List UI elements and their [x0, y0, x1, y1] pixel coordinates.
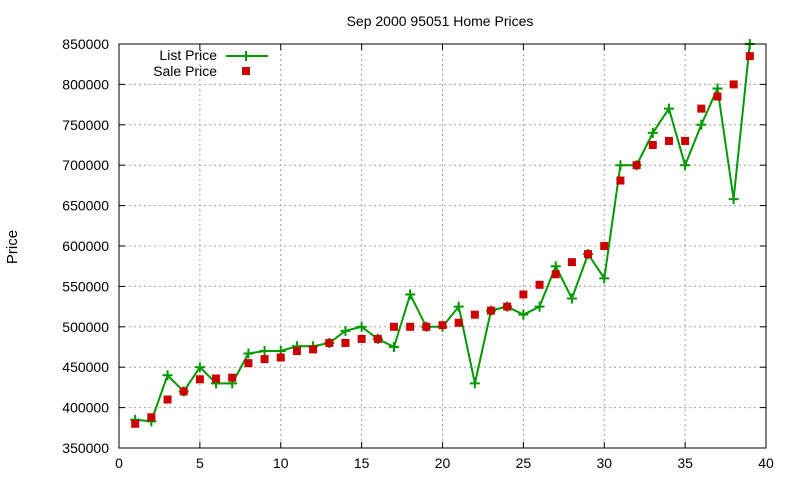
sale-price-point: [551, 270, 560, 279]
list-price-point: [356, 321, 367, 332]
sale-price-point: [389, 322, 398, 331]
sale-price-point: [357, 334, 366, 343]
y-tick-label: 850000: [62, 36, 109, 52]
list-price-point: [663, 103, 674, 114]
y-tick-label: 350000: [62, 440, 109, 456]
list-price-point: [696, 119, 707, 130]
x-tick-label: 40: [758, 455, 774, 471]
y-tick-label: 600000: [62, 238, 109, 254]
sale-price-point: [519, 290, 528, 299]
sale-price-point: [422, 322, 431, 331]
sale-price-point: [535, 280, 544, 289]
sale-price-point: [228, 373, 237, 382]
sale-price-point: [584, 250, 593, 259]
legend: List Price Sale Price: [153, 47, 268, 79]
list-price-point: [405, 289, 416, 300]
list-price-point: [259, 346, 270, 357]
legend-marker-sale-price: [242, 67, 250, 75]
y-tick-label: 650000: [62, 198, 109, 214]
sale-price-point: [373, 334, 382, 343]
sale-price-point: [276, 353, 285, 362]
sale-price-point: [470, 310, 479, 319]
sale-price-point: [309, 345, 318, 354]
sale-price-point: [131, 419, 140, 428]
sale-price-point: [212, 374, 221, 383]
sale-price-point: [729, 80, 738, 89]
sale-price-point: [179, 387, 188, 396]
x-tick-label: 25: [516, 455, 532, 471]
list-price-point: [162, 370, 173, 381]
list-price-point: [518, 309, 529, 320]
y-tick-label: 550000: [62, 278, 109, 294]
y-tick-label: 750000: [62, 117, 109, 133]
legend-label-sale-price: Sale Price: [153, 63, 217, 79]
plot-frame: [118, 43, 767, 449]
sale-price-point: [487, 306, 496, 315]
list-price-point: [599, 273, 610, 284]
sale-price-point: [147, 413, 156, 422]
sale-price-point: [195, 375, 204, 384]
sale-price-point: [681, 136, 690, 145]
sale-price-point: [713, 92, 722, 101]
x-tick-label: 30: [596, 455, 612, 471]
y-tick-label: 450000: [62, 359, 109, 375]
y-tick-label: 800000: [62, 76, 109, 92]
chart-title: Sep 2000 95051 Home Prices: [347, 13, 534, 29]
sale-price-point: [648, 141, 657, 149]
y-tick-label: 400000: [62, 400, 109, 416]
sale-price-point: [260, 355, 269, 364]
sale-price-point: [341, 338, 350, 347]
list-price-point: [453, 301, 464, 312]
x-tick-label: 10: [273, 455, 289, 471]
list-price-point: [728, 194, 739, 205]
sale-price-point: [745, 52, 754, 61]
sale-price-point: [567, 258, 576, 267]
sale-price-point: [697, 104, 706, 113]
sale-price-point: [163, 395, 172, 404]
x-tick-labels: 0 5 10 15 20 25 30 35 40: [115, 455, 774, 471]
list-price-point: [550, 261, 561, 272]
sale-price-point: [600, 242, 609, 250]
x-tick-label: 5: [196, 455, 204, 471]
legend-marker-list-price: [241, 51, 251, 61]
sale-price-point: [454, 318, 463, 327]
y-axis-label: Price: [4, 230, 21, 264]
sale-price-point: [503, 302, 512, 311]
legend-label-list-price: List Price: [159, 47, 217, 63]
y-tick-label: 700000: [62, 157, 109, 173]
sale-price-point: [664, 136, 673, 145]
list-price-point: [566, 293, 577, 304]
sale-price-point: [438, 321, 447, 330]
sale-price-point: [406, 322, 415, 331]
sale-price-point: [632, 161, 641, 170]
list-price-point: [388, 342, 399, 352]
y-tick-label: 500000: [62, 319, 109, 335]
sale-price-point: [325, 338, 334, 347]
list-price-point: [534, 301, 545, 312]
list-price-point: [712, 83, 723, 94]
list-price-point: [680, 160, 691, 171]
x-tick-label: 35: [677, 455, 693, 471]
sale-price-point: [292, 347, 301, 356]
sale-price-point: [616, 176, 625, 185]
list-price-point: [469, 378, 480, 389]
x-tick-label: 0: [115, 455, 123, 471]
grid: [119, 44, 766, 448]
x-tick-label: 15: [354, 455, 370, 471]
y-tick-labels: 350000 400000 450000 500000 550000 600000 6500…: [62, 36, 109, 456]
list-price-point: [647, 127, 658, 138]
list-price-point: [340, 325, 351, 336]
list-price-point: [243, 348, 254, 359]
list-price-point: [194, 362, 205, 373]
x-tick-label: 20: [435, 455, 451, 471]
list-price-point: [615, 160, 626, 171]
sale-price-point: [244, 359, 253, 368]
